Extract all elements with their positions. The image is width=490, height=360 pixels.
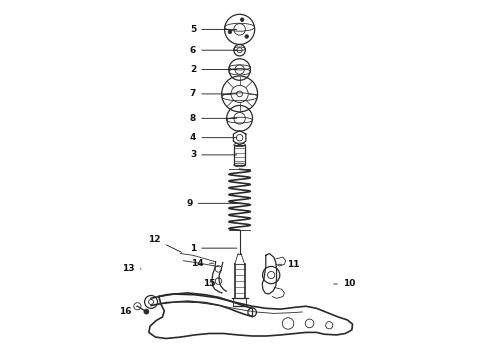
Text: 10: 10: [334, 279, 355, 288]
Text: 2: 2: [190, 65, 237, 74]
Text: 12: 12: [148, 235, 181, 252]
Circle shape: [144, 309, 149, 314]
Text: 11: 11: [278, 260, 300, 269]
Bar: [234, 145, 245, 165]
Text: 15: 15: [203, 278, 219, 288]
Circle shape: [228, 30, 232, 34]
Text: 16: 16: [119, 306, 137, 316]
Text: 14: 14: [192, 259, 214, 268]
Text: 7: 7: [190, 89, 237, 98]
Circle shape: [241, 18, 244, 22]
Text: 6: 6: [190, 46, 237, 55]
Text: 5: 5: [190, 25, 237, 34]
Circle shape: [245, 35, 248, 38]
Text: 9: 9: [186, 199, 237, 208]
Text: 3: 3: [190, 150, 237, 159]
Text: 4: 4: [190, 133, 237, 142]
Text: 1: 1: [190, 244, 237, 253]
Text: 13: 13: [122, 265, 141, 274]
Text: 8: 8: [190, 114, 237, 123]
